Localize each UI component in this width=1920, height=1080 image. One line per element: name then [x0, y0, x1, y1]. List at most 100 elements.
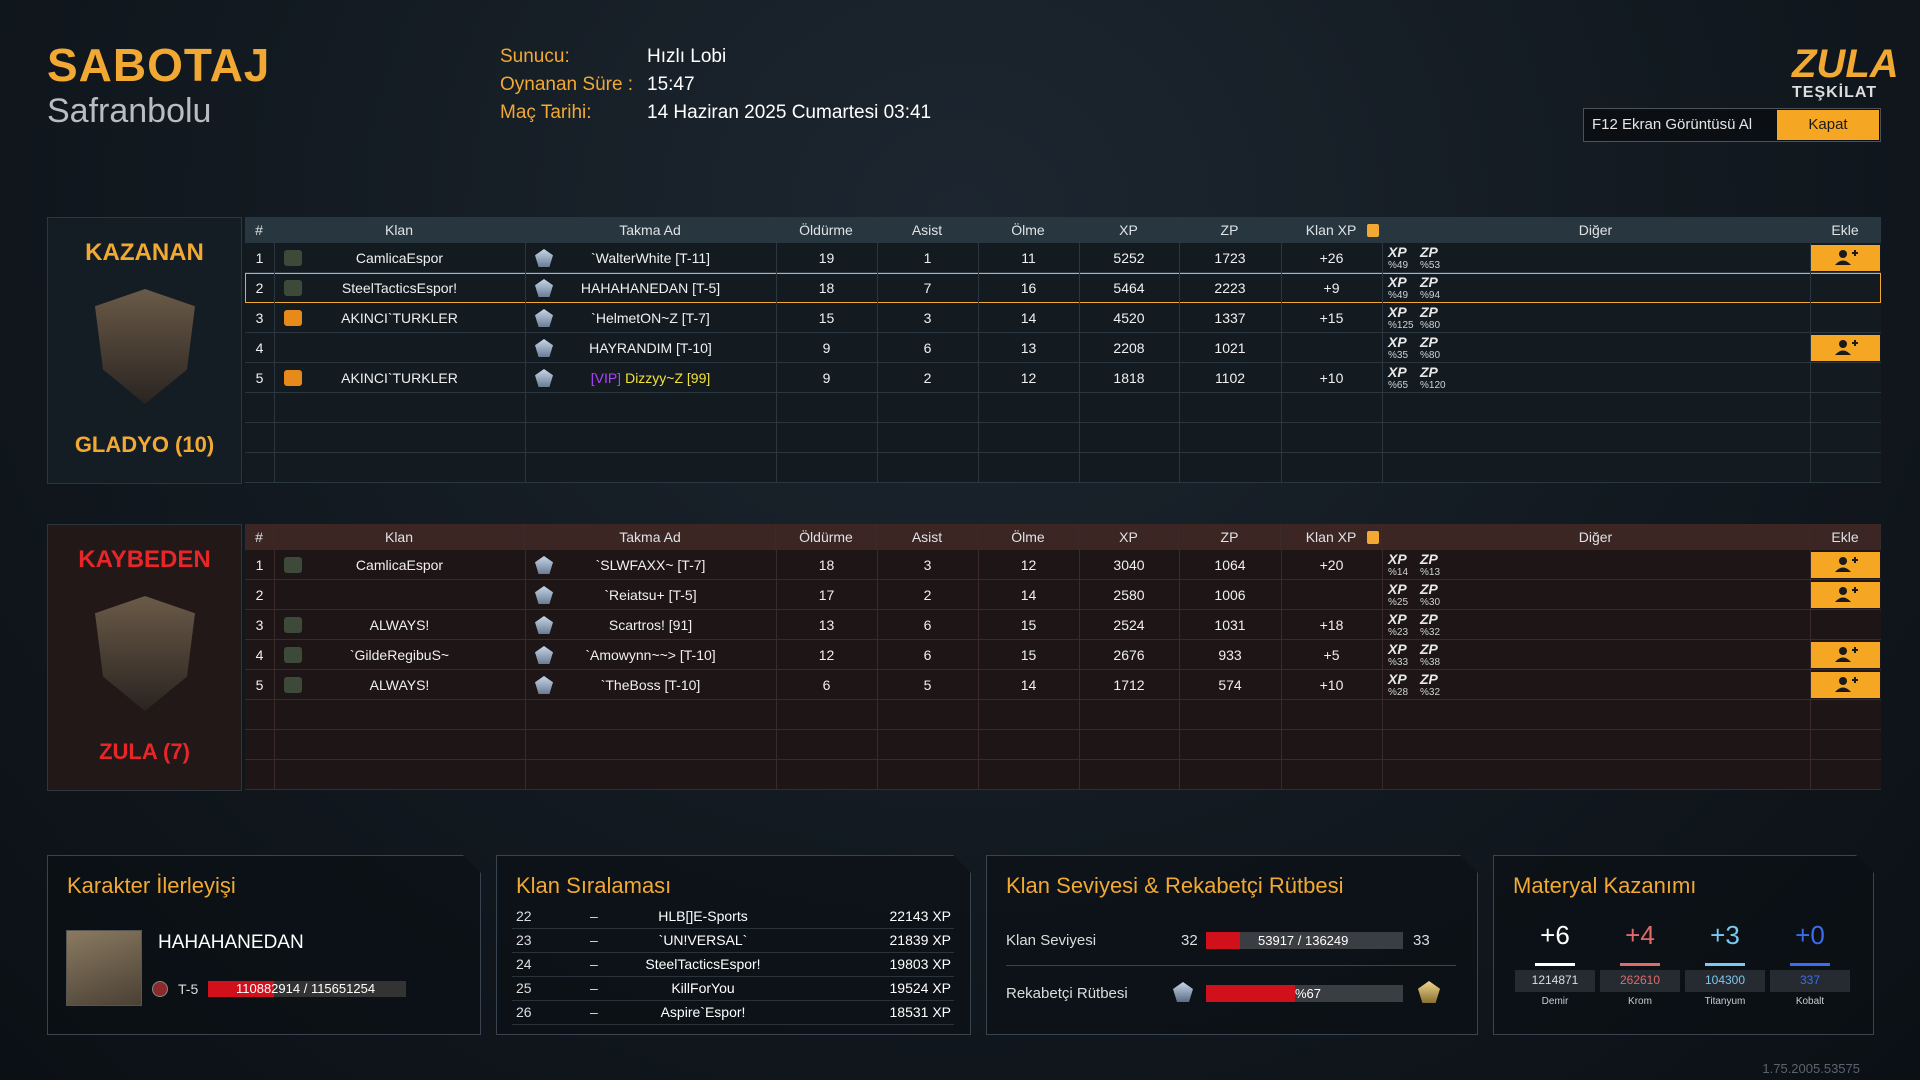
cell-zp: 1031 — [1214, 617, 1246, 633]
column-divider — [1179, 700, 1180, 730]
material-gain: +3 — [1710, 920, 1740, 950]
cell-zp: 1021 — [1214, 340, 1246, 356]
column-divider — [525, 700, 526, 730]
cell-clan: ALWAYS! — [369, 617, 430, 633]
column-divider — [1179, 730, 1180, 760]
column-header: Asist — [877, 217, 978, 243]
add-friend-button[interactable] — [1811, 552, 1880, 578]
info-label: Maç Tarihi: — [500, 102, 592, 123]
column-divider — [776, 580, 777, 610]
ranking-name: `UN!VERSAL` — [658, 932, 748, 948]
table-row — [245, 760, 1881, 790]
add-friend-button[interactable] — [1811, 245, 1880, 271]
material-gain: +6 — [1540, 920, 1570, 950]
rank-icon — [535, 556, 553, 574]
column-divider — [1810, 243, 1811, 273]
cell-xp: 2580 — [1113, 587, 1145, 603]
column-divider — [978, 550, 979, 580]
cell-deaths: 14 — [1020, 587, 1037, 603]
add-icon — [1835, 677, 1858, 692]
column-divider — [978, 453, 979, 483]
bonus-label: ZP — [1420, 611, 1438, 627]
rank-icon — [535, 616, 553, 634]
close-button[interactable]: Kapat — [1777, 110, 1879, 140]
ranking-name: SteelTacticsEspor! — [645, 956, 761, 972]
cell-clan-xp: +5 — [1323, 647, 1340, 663]
column-divider — [1281, 303, 1282, 333]
add-friend-button[interactable] — [1811, 642, 1880, 668]
cell-clan-xp: +15 — [1319, 310, 1344, 326]
ranking-name: Aspire`Espor! — [660, 1004, 746, 1020]
cell-nick: `Amowynn~~> [T-10] — [585, 647, 716, 663]
column-divider — [776, 303, 777, 333]
rank-badge — [152, 981, 168, 997]
material-total: 1214871 — [1531, 973, 1579, 987]
column-divider — [525, 550, 526, 580]
column-divider — [1281, 610, 1282, 640]
cell-clan: AKINCI`TURKLER — [341, 370, 458, 386]
clan-level-label: Klan Seviyesi — [1006, 932, 1097, 949]
cell-deaths: 15 — [1020, 647, 1037, 663]
screenshot-button[interactable]: F12 Ekran Görüntüsü Al — [1592, 116, 1753, 133]
bonus-value: %28 — [1388, 687, 1409, 698]
rank-icon-current — [1173, 982, 1193, 1002]
panel-title: Klan Seviyesi & Rekabetçi Rütbesi — [1006, 873, 1344, 898]
column-divider — [525, 423, 526, 453]
table-row — [245, 610, 1881, 640]
cell-clan-xp: +26 — [1319, 250, 1344, 266]
column-header: XP — [1079, 524, 1179, 550]
column-divider — [1281, 243, 1282, 273]
column-divider — [274, 580, 275, 610]
ranking-row — [512, 929, 954, 953]
column-divider — [1179, 610, 1180, 640]
clan-icon — [284, 250, 302, 266]
ranking-change: – — [590, 980, 598, 996]
column-divider — [1179, 670, 1180, 700]
material-bar — [1705, 963, 1745, 966]
info-value: 14 Haziran 2025 Cumartesi 03:41 — [647, 102, 932, 123]
ranking-row — [512, 953, 954, 977]
ranking-change: – — [590, 908, 598, 924]
add-friend-button[interactable] — [1811, 582, 1880, 608]
column-divider — [525, 273, 526, 303]
column-divider — [877, 700, 878, 730]
column-divider — [877, 730, 878, 760]
clan-icon — [284, 370, 302, 386]
bonus-label: XP — [1388, 551, 1407, 567]
column-divider — [877, 273, 878, 303]
column-divider — [1810, 580, 1811, 610]
ranking-xp: 22143 XP — [889, 908, 952, 924]
cell-zp: 1006 — [1214, 587, 1246, 603]
table-row — [245, 453, 1881, 483]
add-friend-button[interactable] — [1811, 672, 1880, 698]
column-header: Öldürme — [776, 217, 877, 243]
column-header: ZP — [1179, 524, 1281, 550]
cell-clan-xp: +10 — [1319, 370, 1344, 386]
column-divider — [1079, 303, 1080, 333]
clan-level-progress: 53917 / 136249 — [1258, 933, 1349, 948]
cell-deaths: 14 — [1020, 677, 1037, 693]
column-divider — [978, 393, 979, 423]
panel — [496, 855, 971, 1035]
table-row — [245, 393, 1881, 423]
cell-rank: 2 — [255, 280, 264, 296]
column-header: # — [245, 524, 274, 550]
cell-assists: 3 — [923, 557, 932, 573]
bonus-label: XP — [1388, 641, 1407, 657]
column-divider — [1079, 700, 1080, 730]
material-name: Titanyum — [1704, 996, 1746, 1007]
column-divider — [1382, 363, 1383, 393]
cell-kills: 6 — [822, 677, 831, 693]
column-divider — [1079, 610, 1080, 640]
column-divider — [877, 393, 878, 423]
ranking-xp: 19524 XP — [889, 980, 952, 996]
bonus-label: XP — [1388, 304, 1407, 320]
add-friend-button[interactable] — [1811, 335, 1880, 361]
cell-clan: ALWAYS! — [369, 677, 430, 693]
column-divider — [1179, 423, 1180, 453]
table-row — [245, 303, 1881, 333]
cell-nick: `TheBoss [T-10] — [600, 677, 701, 693]
cell-kills: 12 — [818, 647, 835, 663]
column-divider — [525, 393, 526, 423]
column-divider — [978, 423, 979, 453]
